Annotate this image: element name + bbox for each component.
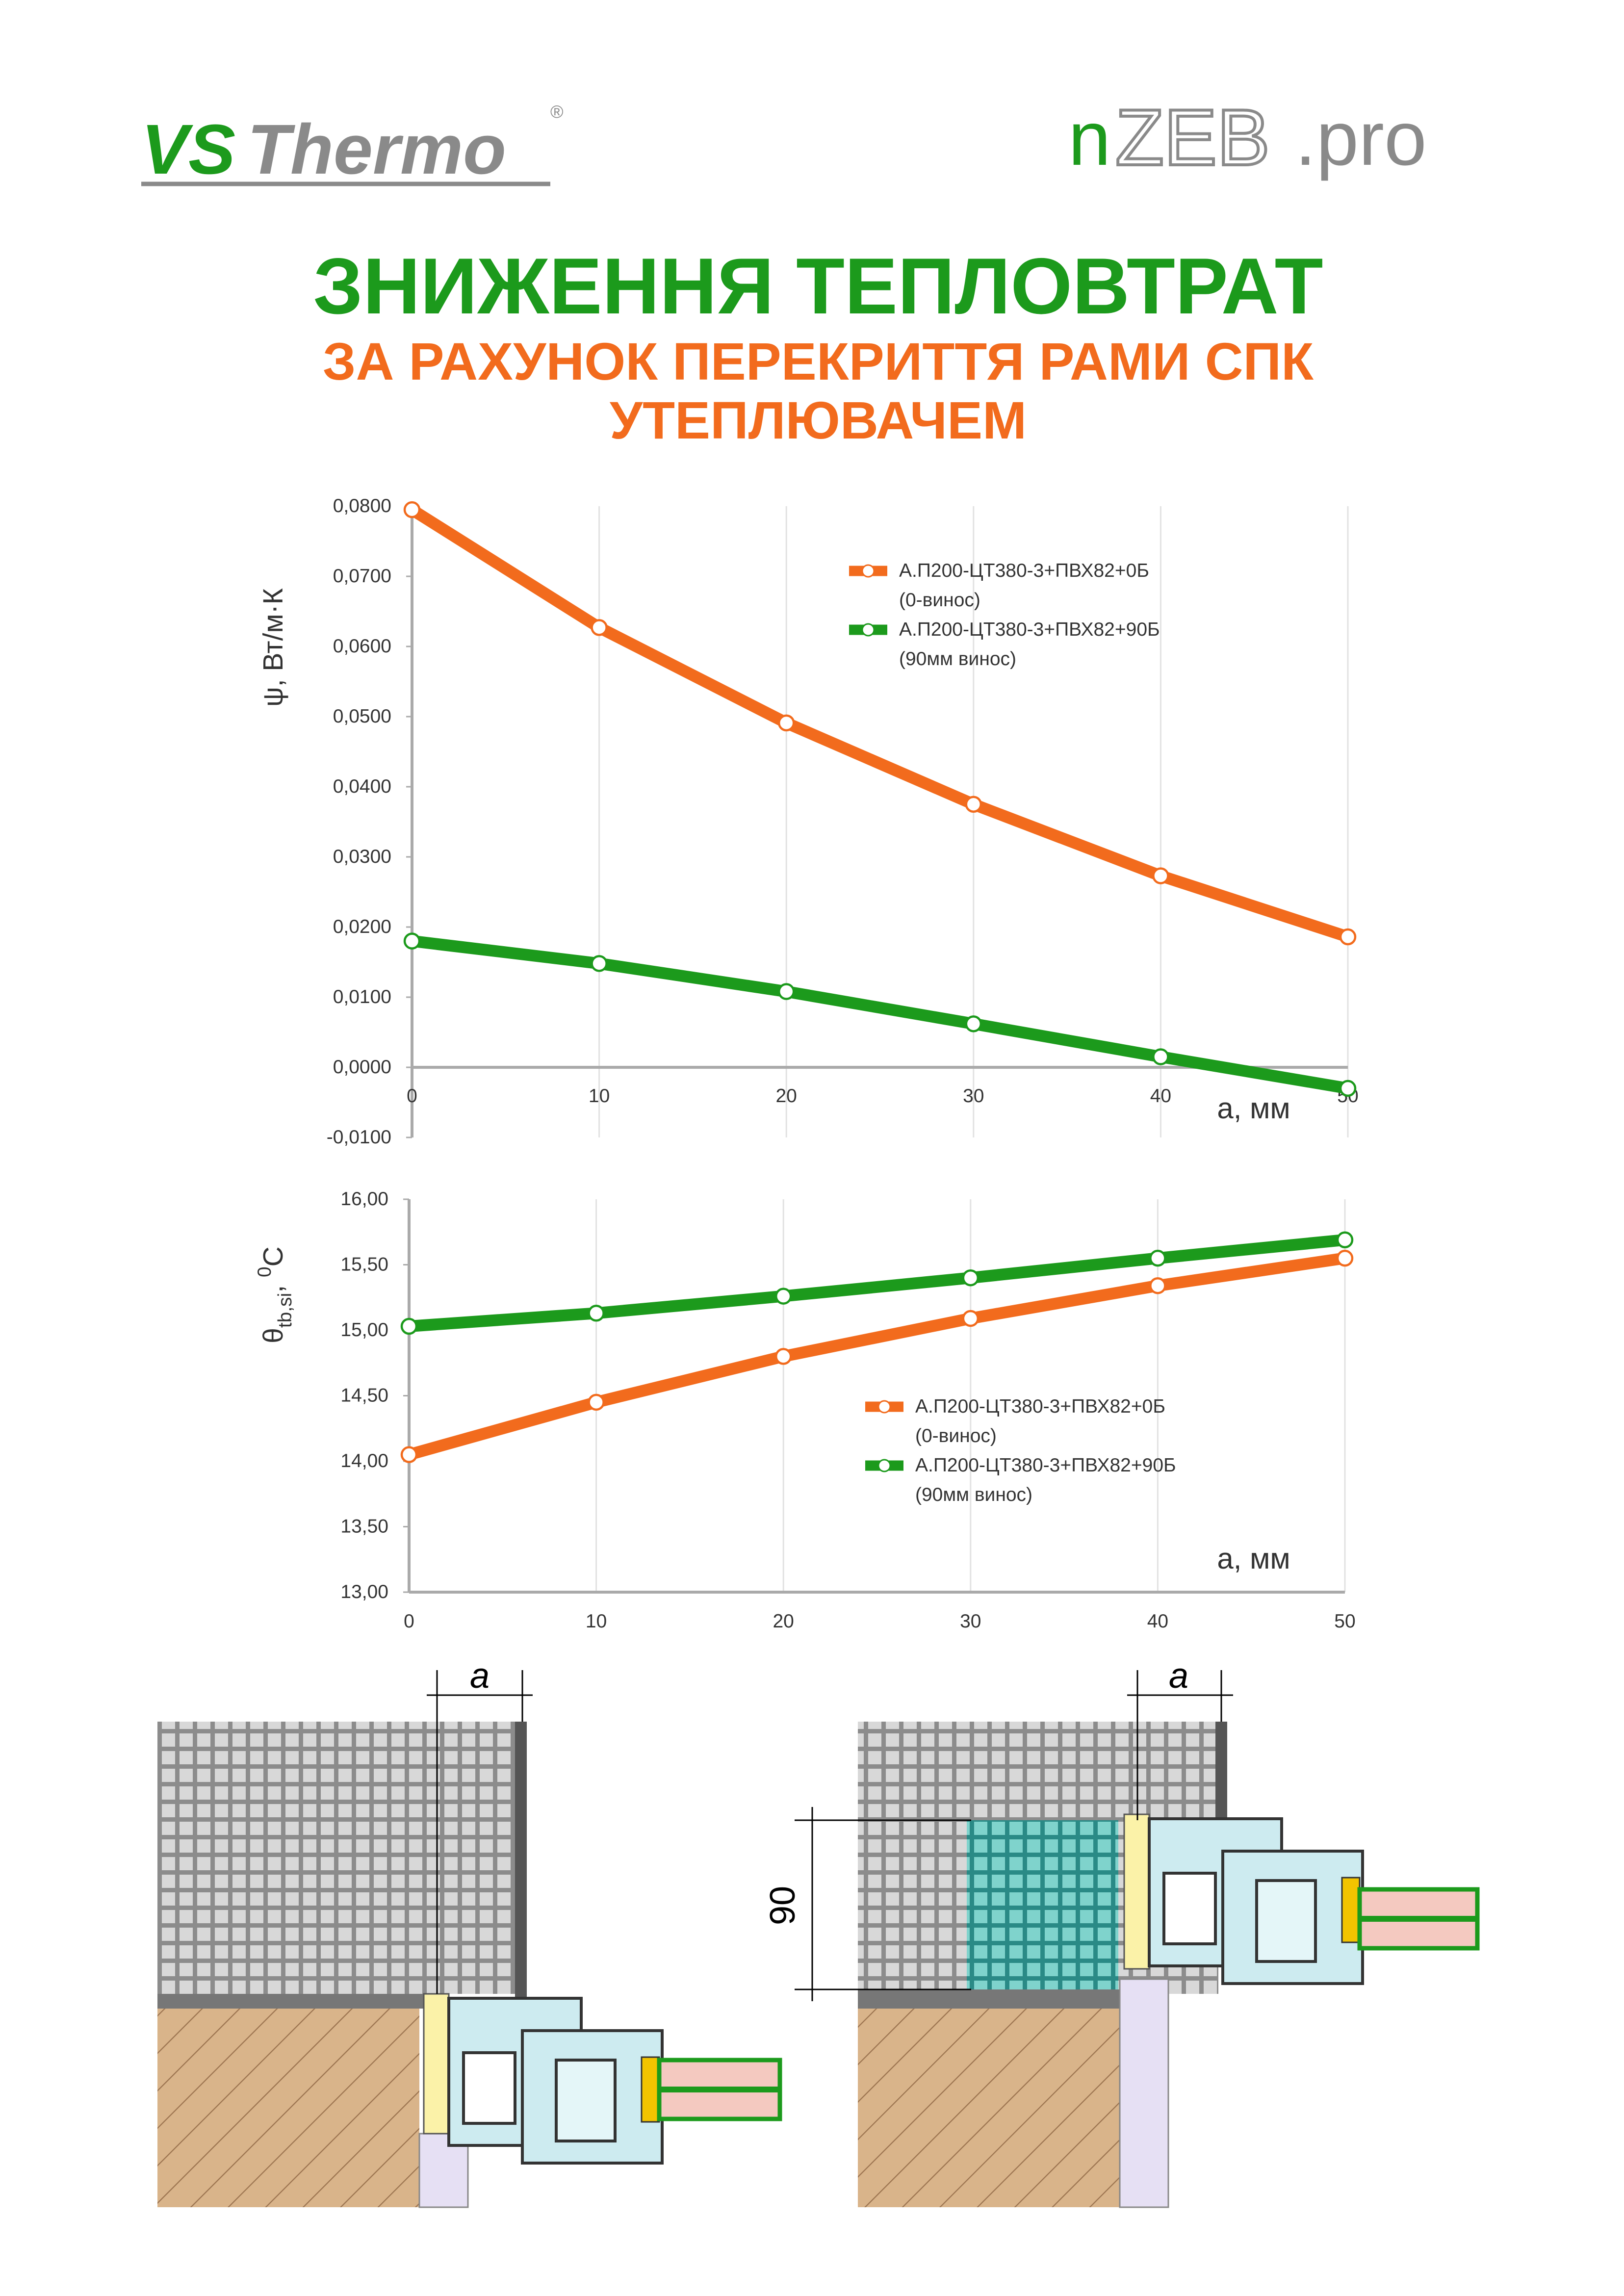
logo-zeb: ZEB <box>1115 93 1270 182</box>
y-axis-label-part: C <box>258 1246 289 1266</box>
logo-thermo: Thermo <box>247 110 506 189</box>
legend-swatch-marker <box>861 564 875 578</box>
data-point <box>777 714 795 732</box>
legend-label: А.П200-ЦТ380-3+ПВХ82+0Б (0-винос) <box>915 1395 1165 1447</box>
logo-pro: .pro <box>1295 96 1427 181</box>
x-tick-label: 0 <box>407 1085 417 1107</box>
subtitle-line: ЗА РАХУНОК ПЕРЕКРИТТЯ РАМИ СПК <box>323 332 1314 391</box>
y-tick-label: 13,50 <box>340 1516 388 1537</box>
legend-entry: А.П200-ЦТ380-3+ПВХ82+90Б (90мм винос) <box>915 1454 1176 1506</box>
y-tick-label: 0,0100 <box>333 986 391 1007</box>
data-point <box>962 1310 980 1327</box>
data-point <box>588 1305 605 1322</box>
x-tick-label: 20 <box>773 1611 794 1632</box>
y-tick-label: 0,0200 <box>333 916 391 937</box>
data-point <box>1336 1249 1354 1267</box>
data-point <box>965 1015 982 1032</box>
y-axis-label-part: , <box>258 1277 289 1293</box>
y-tick-label: 0,0000 <box>333 1057 391 1078</box>
section-diagram-left: a <box>157 1656 782 2208</box>
y-tick-label: 14,00 <box>340 1450 388 1471</box>
x-tick-label: 0 <box>404 1611 414 1632</box>
data-point <box>591 955 608 972</box>
data-point <box>1149 1277 1166 1294</box>
x-tick-label: 30 <box>960 1611 981 1632</box>
legend-entry: А.П200-ЦТ380-3+ПВХ82+0Б (0-винос) <box>915 1395 1165 1447</box>
y-tick-label: 0,0800 <box>333 495 391 516</box>
legend-entry: А.П200-ЦТ380-3+ПВХ82+90Б (90мм винос) <box>899 618 1160 670</box>
data-point <box>400 1317 418 1335</box>
data-point <box>403 932 421 950</box>
y-tick-label: 0,0300 <box>333 846 391 867</box>
legend-label: А.П200-ЦТ380-3+ПВХ82+90Б (90мм винос) <box>915 1454 1176 1506</box>
series-line <box>409 504 1350 943</box>
legend-label: А.П200-ЦТ380-3+ПВХ82+90Б (90мм винос) <box>899 618 1160 670</box>
legend-swatch-marker <box>861 623 875 637</box>
x-axis-label: a, мм <box>1217 1092 1290 1125</box>
x-axis-label: a, мм <box>1217 1542 1290 1575</box>
data-point <box>1336 1231 1354 1249</box>
series-line <box>411 935 1349 1094</box>
x-tick-label: 50 <box>1334 1611 1355 1632</box>
data-point <box>777 983 795 1000</box>
x-tick-label: 10 <box>589 1085 610 1107</box>
y-axis-label-part: 0 <box>254 1266 275 1277</box>
x-tick-label: 40 <box>1147 1611 1168 1632</box>
data-point <box>403 501 421 518</box>
y-tick-label: 15,00 <box>340 1319 388 1341</box>
y-tick-label: 0,0700 <box>333 566 391 587</box>
y-tick-label: 0,0600 <box>333 636 391 657</box>
dimension-label: a <box>1169 1656 1188 1696</box>
dimension-label: a <box>470 1656 490 1696</box>
y-tick-label: 0,0400 <box>333 776 391 797</box>
data-point <box>1149 1249 1166 1267</box>
x-tick-label: 30 <box>963 1085 984 1107</box>
data-point <box>774 1348 792 1365</box>
y-tick-label: -0,0100 <box>327 1127 391 1148</box>
y-axis-label: θtb,si, 0C <box>254 1246 296 1343</box>
legend-swatch-marker <box>877 1400 891 1414</box>
series-line <box>407 1252 1346 1461</box>
data-point <box>1152 1048 1169 1065</box>
data-point <box>588 1393 605 1411</box>
logo-vs: VS <box>141 110 235 189</box>
x-tick-label: 40 <box>1150 1085 1171 1107</box>
logo-mark: ® <box>550 102 564 122</box>
legend-entry: А.П200-ЦТ380-3+ПВХ82+0Б (0-винос) <box>899 559 1149 611</box>
x-tick-label: 10 <box>586 1611 607 1632</box>
x-tick-label: 20 <box>776 1085 797 1107</box>
data-point <box>965 796 982 813</box>
series-line <box>409 1234 1346 1332</box>
y-tick-label: 16,00 <box>340 1188 388 1210</box>
y-tick-label: 15,50 <box>340 1254 388 1275</box>
data-point <box>774 1288 792 1305</box>
subtitle-line: УТЕПЛЮВАЧЕМ <box>610 390 1027 450</box>
y-tick-label: 0,0500 <box>333 706 391 727</box>
legend-label: А.П200-ЦТ380-3+ПВХ82+0Б (0-винос) <box>899 559 1149 611</box>
data-point <box>1152 867 1169 884</box>
section-diagram-right: a 90 <box>763 1656 1480 2208</box>
data-point <box>591 619 608 636</box>
data-point <box>962 1269 980 1287</box>
y-axis-label-part: θ <box>258 1328 289 1343</box>
title: ЗНИЖЕННЯ ТЕПЛОВТРАТ <box>313 242 1323 331</box>
y-tick-label: 14,50 <box>340 1385 388 1406</box>
logo-n: n <box>1068 96 1111 181</box>
y-axis-label-part: tb,si <box>275 1293 296 1328</box>
data-point <box>400 1446 418 1463</box>
data-point <box>1339 928 1357 946</box>
y-axis-label: ψ, Вт/м·К <box>258 588 289 707</box>
dimension-label: 90 <box>763 1886 802 1925</box>
y-tick-label: 13,00 <box>340 1581 388 1602</box>
data-point <box>1339 1080 1357 1097</box>
legend-swatch-marker <box>877 1459 891 1472</box>
